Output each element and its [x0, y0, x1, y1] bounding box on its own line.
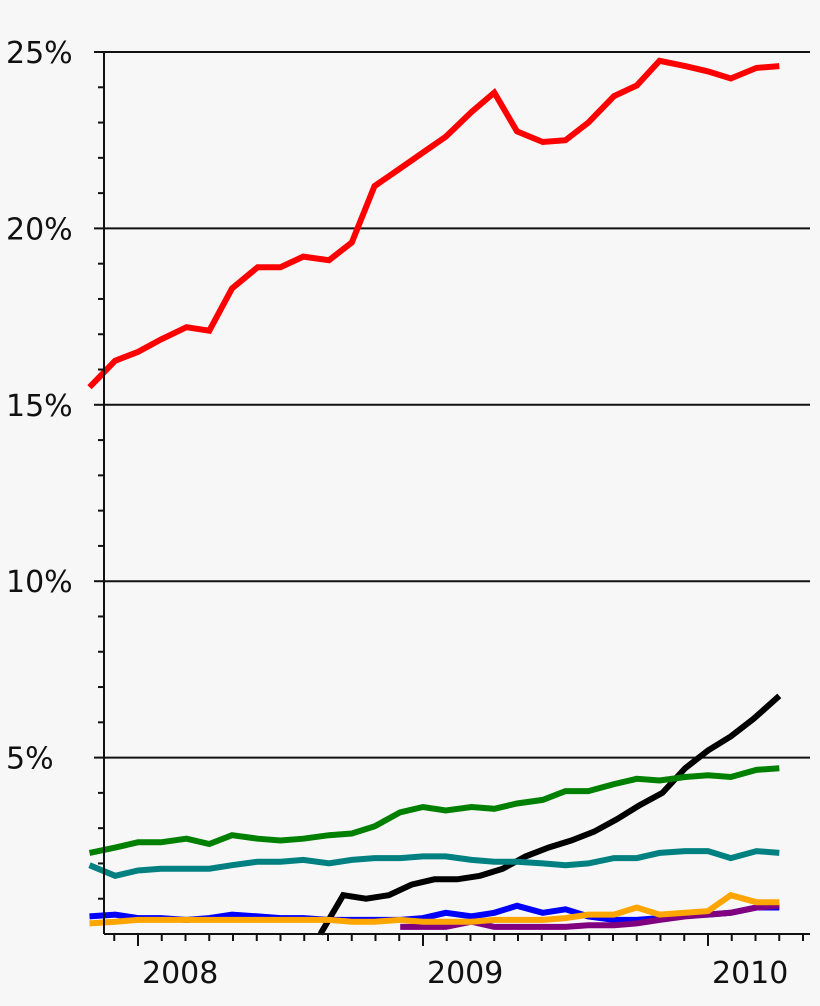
tick-marks	[94, 51, 804, 946]
series-line	[88, 765, 780, 856]
x-tick-label: 2008	[142, 956, 218, 991]
y-tick-label: 20%	[6, 212, 73, 247]
tick-labels: 5% 10% 15% 20% 25% 2008 2009 2010	[6, 36, 788, 991]
y-tick-label: 15%	[6, 389, 73, 424]
y-tick-label: 5%	[6, 742, 54, 777]
y-tick-label: 10%	[6, 565, 73, 600]
axes	[103, 52, 810, 935]
series-line	[89, 891, 780, 927]
x-tick-label: 2009	[427, 956, 503, 991]
gridlines	[104, 51, 810, 759]
y-tick-label: 25%	[6, 36, 73, 71]
series-line	[88, 848, 780, 879]
series-line	[317, 693, 782, 936]
x-tick-label: 2010	[712, 956, 788, 991]
series-line	[87, 57, 780, 390]
series-lines	[87, 57, 782, 936]
